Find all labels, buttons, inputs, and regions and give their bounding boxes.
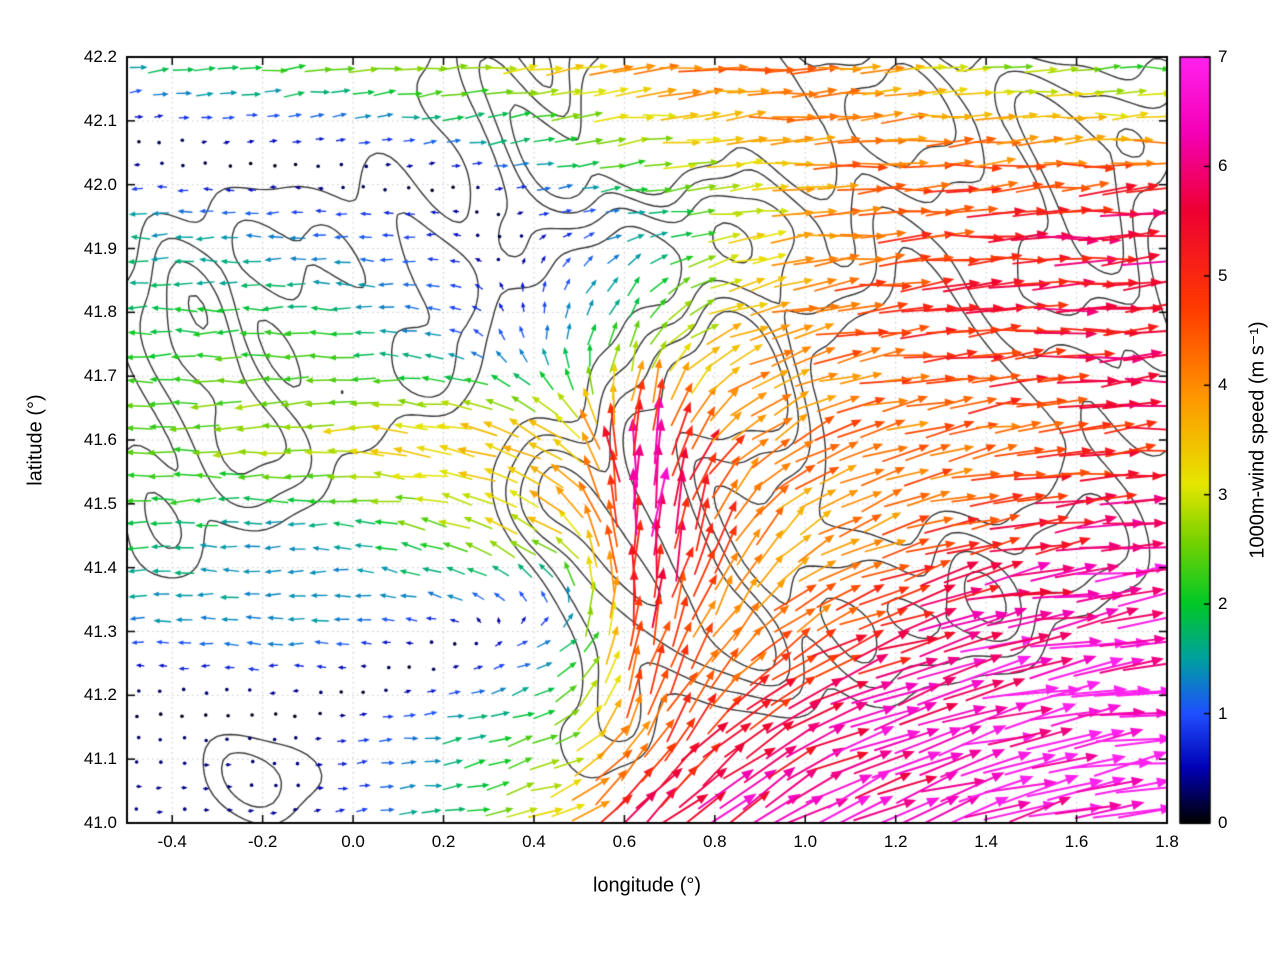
y-tick-label: 42.0	[83, 174, 117, 194]
colorbar-tick-label: 7	[1218, 47, 1228, 66]
y-tick-label: 41.8	[83, 302, 117, 322]
y-tick-label: 41.2	[83, 685, 117, 705]
y-tick-label: 41.3	[83, 621, 117, 641]
y-tick-label: 41.4	[83, 557, 117, 577]
x-tick-label: 1.8	[1155, 832, 1179, 851]
x-tick-label: 0.6	[612, 832, 637, 851]
x-tick-label: 1.6	[1064, 832, 1089, 851]
colorbar-tick-label: 6	[1218, 156, 1228, 176]
colorbar-tick-label: 4	[1218, 375, 1228, 395]
x-tick-label: -0.4	[157, 832, 187, 851]
y-tick-label: 41.7	[83, 366, 117, 386]
colorbar-tick-label: 2	[1218, 594, 1228, 614]
x-axis-label: longitude (°)	[592, 874, 702, 897]
y-tick-label: 41.6	[83, 430, 117, 449]
x-tick-label: 0.2	[431, 832, 456, 851]
x-tick-label: 0.0	[341, 832, 365, 851]
y-tick-label: 42.2	[83, 47, 117, 66]
y-tick-label: 41.5	[83, 493, 117, 513]
x-tick-label: 1.4	[974, 832, 998, 851]
x-tick-label: 0.4	[522, 832, 546, 851]
colorbar-tick-label: 5	[1218, 265, 1228, 285]
y-tick-label: 41.9	[83, 238, 117, 258]
colorbar-label: 1000m-wind speed (m s⁻¹)	[1246, 321, 1269, 559]
y-tick-label: 42.1	[83, 110, 117, 130]
x-tick-label: 1.0	[793, 832, 818, 851]
y-tick-label: 41.0	[83, 813, 117, 832]
x-tick-label: -0.2	[247, 832, 278, 851]
x-tick-label: 0.8	[702, 832, 727, 851]
y-tick-label: 41.1	[83, 749, 117, 769]
colorbar-tick-label: 3	[1218, 484, 1228, 504]
colorbar-tick-label: 1	[1218, 703, 1228, 723]
colorbar-tick-label: 0	[1218, 813, 1228, 832]
x-tick-label: 1.2	[883, 832, 908, 851]
